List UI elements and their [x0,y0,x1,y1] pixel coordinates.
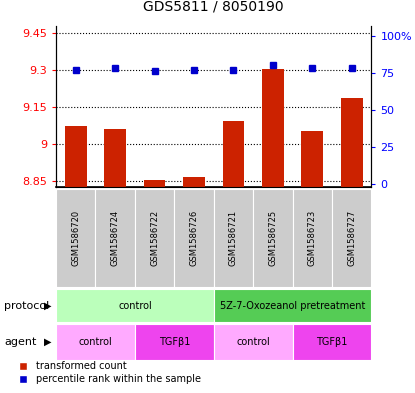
Text: GSM1586725: GSM1586725 [269,210,277,266]
Text: GSM1586720: GSM1586720 [71,210,80,266]
Text: GSM1586721: GSM1586721 [229,210,238,266]
Text: GSM1586726: GSM1586726 [190,209,198,266]
Bar [341,98,363,187]
Bar [332,189,371,287]
Bar [135,324,214,360]
Text: GSM1586722: GSM1586722 [150,210,159,266]
Bar [293,324,371,360]
Text: TGFβ1: TGFβ1 [316,337,348,347]
Text: GSM1586727: GSM1586727 [347,209,356,266]
Bar [56,189,95,287]
Legend: transformed count, percentile rank within the sample: transformed count, percentile rank withi… [9,358,205,388]
Bar [183,177,205,187]
Text: 5Z-7-Oxozeanol pretreatment: 5Z-7-Oxozeanol pretreatment [220,301,365,310]
Bar [56,324,135,360]
Text: control: control [118,301,152,310]
Bar [253,189,293,287]
Text: control: control [236,337,270,347]
Bar [104,129,126,187]
Text: GSM1586724: GSM1586724 [111,210,120,266]
Bar [214,189,253,287]
Bar [214,324,293,360]
Text: ▶: ▶ [44,337,52,347]
Bar [222,121,244,187]
Text: protocol: protocol [4,301,49,310]
Bar [95,189,135,287]
Bar [214,289,371,322]
Bar [135,189,174,287]
Text: GDS5811 / 8050190: GDS5811 / 8050190 [144,0,284,14]
Bar [262,69,284,187]
Bar [293,189,332,287]
Bar [144,180,166,187]
Text: agent: agent [4,337,37,347]
Text: GSM1586723: GSM1586723 [308,209,317,266]
Text: TGFβ1: TGFβ1 [159,337,190,347]
Bar [65,127,87,187]
Text: control: control [78,337,112,347]
Bar [56,289,214,322]
Text: ▶: ▶ [44,301,52,310]
Bar [301,131,323,187]
Bar [174,189,214,287]
